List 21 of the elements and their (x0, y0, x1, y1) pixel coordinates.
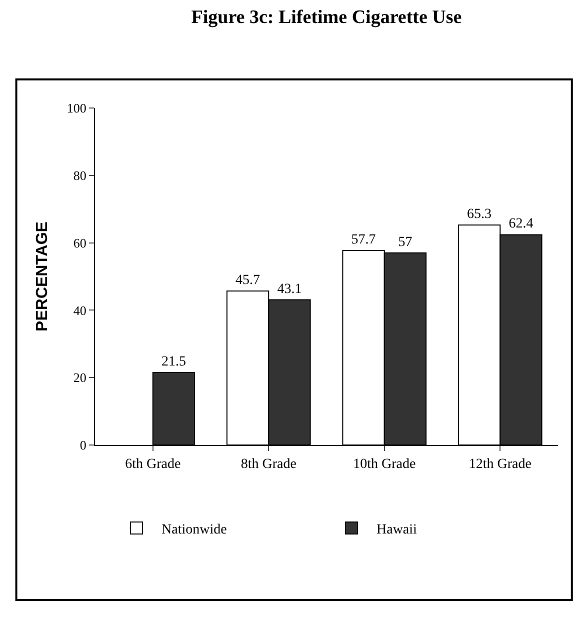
data-label: 43.1 (277, 282, 302, 297)
legend-label: Hawaii (376, 522, 418, 538)
y-tick-label: 80 (73, 168, 86, 183)
data-label: 62.4 (508, 216, 534, 232)
y-tick-label: 60 (73, 235, 86, 250)
y-tick-label: 0 (80, 438, 86, 453)
x-tick-label: 10th Grade (353, 456, 416, 472)
y-axis-title: PERCENTAGE (34, 221, 51, 332)
chart-title: Figure 3c: Lifetime Cigarette Use (191, 6, 462, 28)
data-label: 45.7 (236, 272, 260, 288)
x-tick-label: 6th Grade (125, 456, 181, 472)
data-label: 57.7 (351, 232, 376, 248)
data-label: 65.3 (467, 206, 492, 222)
y-tick-label: 40 (73, 302, 86, 318)
y-tick-label: 100 (66, 100, 86, 116)
x-tick-label: 8th Grade (240, 456, 296, 472)
x-tick-label: 12th Grade (468, 456, 532, 472)
y-tick-label: 20 (73, 370, 86, 386)
data-label: 57 (398, 234, 412, 250)
data-label: 21.5 (161, 354, 186, 370)
legend-label: Nationwide (162, 522, 227, 538)
